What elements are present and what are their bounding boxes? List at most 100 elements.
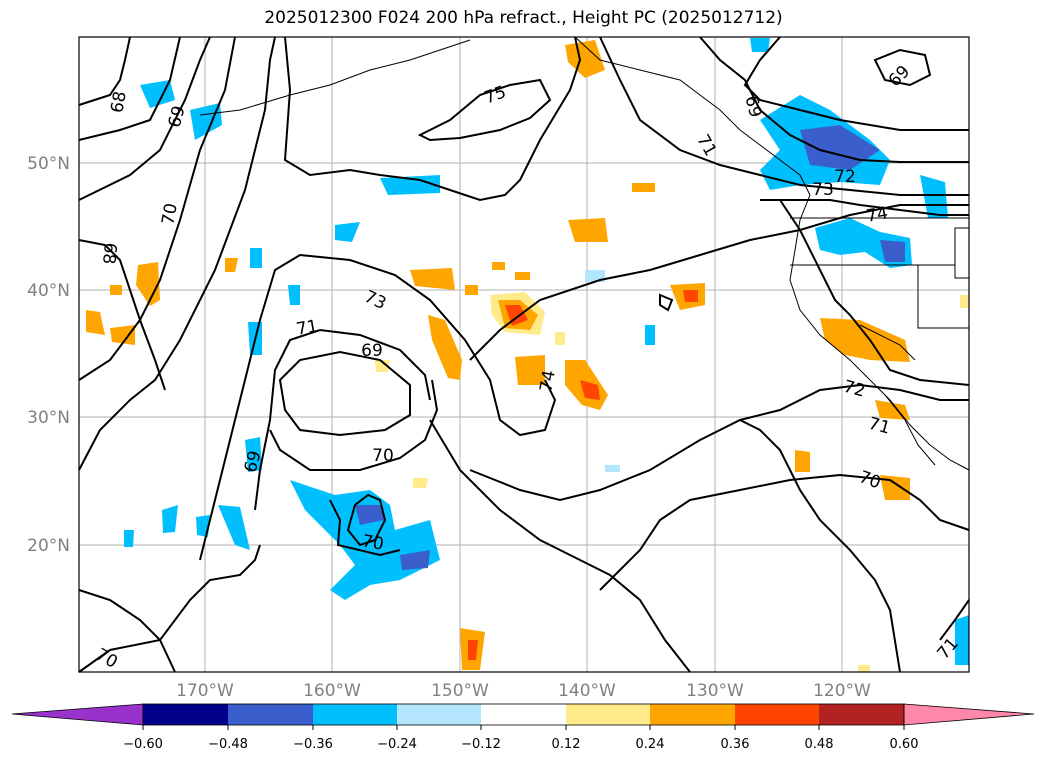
colorbar-segment [566, 704, 650, 725]
contour-line [278, 350, 411, 437]
colorbar-tick-label: 0.48 [805, 737, 834, 752]
colorbar-segment [481, 704, 566, 725]
contour-line [269, 379, 439, 471]
contour-label: 69 [361, 341, 383, 361]
neg-patch [355, 505, 384, 525]
lon-label: 170°W [176, 681, 234, 701]
lon-label: 120°W [813, 681, 871, 701]
neg-patch [380, 175, 440, 195]
colorbar-segment [735, 704, 819, 725]
neg-patch [605, 465, 620, 472]
neg-patch [335, 222, 360, 242]
pos-patch [410, 268, 455, 290]
contour-line [599, 473, 970, 591]
contour-line [78, 36, 236, 381]
neg-patch [288, 285, 300, 305]
contour-line [254, 328, 431, 511]
colorbar-extend-low [11, 703, 144, 726]
contour-line [283, 36, 582, 202]
neg-patch [955, 615, 969, 665]
contour-line [199, 253, 557, 561]
pos-patch [580, 380, 600, 400]
contour-label: 71 [295, 316, 320, 339]
neg-patch [400, 550, 430, 570]
neg-patch [800, 125, 880, 170]
lat-label: 40°N [27, 281, 70, 301]
pos-patch [565, 40, 605, 78]
pos-patch [683, 290, 698, 302]
longitude-labels: 170°W 160°W 150°W 140°W 130°W 120°W [176, 681, 871, 701]
pos-patch [413, 478, 428, 488]
contour-line [779, 199, 970, 386]
colorbar-tick-label: −0.60 [123, 737, 163, 752]
height-contours [78, 36, 970, 673]
colorbar-ticks [142, 725, 905, 730]
contour-line [743, 36, 969, 131]
neg-patch [880, 240, 905, 262]
pos-patch [555, 332, 565, 345]
contour-line [699, 36, 969, 163]
contour-label: 70 [360, 531, 385, 554]
neg-patch [250, 248, 262, 268]
map-title: 2025012300 F024 200 hPa refract., Height… [264, 8, 783, 28]
contour-line [429, 419, 691, 673]
pos-patch [880, 475, 910, 500]
lat-label: 30°N [27, 408, 70, 428]
contour-line [78, 36, 211, 201]
colorbar-extend-high [903, 703, 1035, 726]
pos-patch [568, 218, 608, 242]
lon-label: 150°W [431, 681, 489, 701]
contour-line [329, 499, 401, 557]
neg-patch [645, 325, 655, 345]
pos-patch [795, 450, 810, 472]
colorbar-segment [650, 704, 735, 725]
map-frame [78, 36, 970, 673]
colorbar-tick-label: −0.36 [293, 737, 333, 752]
pos-patch [86, 310, 105, 335]
pos-patch [375, 360, 390, 372]
contour-label: 70 [372, 446, 394, 466]
contour-line [469, 204, 969, 361]
contour-line [417, 78, 552, 142]
colorbar-segment [819, 704, 904, 725]
contour-line [939, 599, 970, 641]
contour-line [78, 36, 276, 471]
colorbar-segment [228, 704, 313, 725]
lat-label: 50°N [27, 154, 70, 174]
pos-patch [136, 262, 160, 306]
pos-patch [492, 262, 505, 270]
neg-patch [750, 38, 770, 52]
contour-line [346, 493, 387, 547]
colorbar-tick-label: 0.12 [552, 737, 581, 752]
pos-patch [515, 355, 545, 385]
contour-line [78, 239, 166, 391]
pos-patch [632, 183, 655, 192]
neg-patch [190, 103, 222, 140]
contour-line [78, 36, 131, 106]
pos-patch [110, 285, 122, 295]
colorbar-segment [397, 704, 481, 725]
colorbar-tick-label: 0.60 [890, 737, 919, 752]
neg-patch [290, 480, 440, 600]
pos-patch [428, 315, 462, 380]
pos-patch [820, 318, 910, 362]
pos-patch [468, 640, 478, 660]
contour-line [78, 544, 261, 673]
colorbar-segment [143, 704, 228, 725]
contour-label: 74 [865, 203, 890, 226]
pos-patch [225, 258, 238, 272]
pos-patch [465, 285, 478, 295]
pos-patch [515, 272, 530, 280]
contour-line [659, 293, 674, 312]
contour-label: 68 [98, 242, 120, 265]
contour-line [760, 199, 969, 216]
lon-label: 140°W [558, 681, 616, 701]
contour-label: 73 [812, 180, 834, 200]
latitude-labels: 50°N 40°N 30°N 20°N [27, 154, 70, 556]
contour-line [78, 36, 181, 141]
neg-patch [245, 437, 262, 472]
contour-line [78, 589, 176, 673]
colorbar-tick-label: −0.48 [208, 737, 248, 752]
contour-label: 70 [158, 202, 181, 227]
